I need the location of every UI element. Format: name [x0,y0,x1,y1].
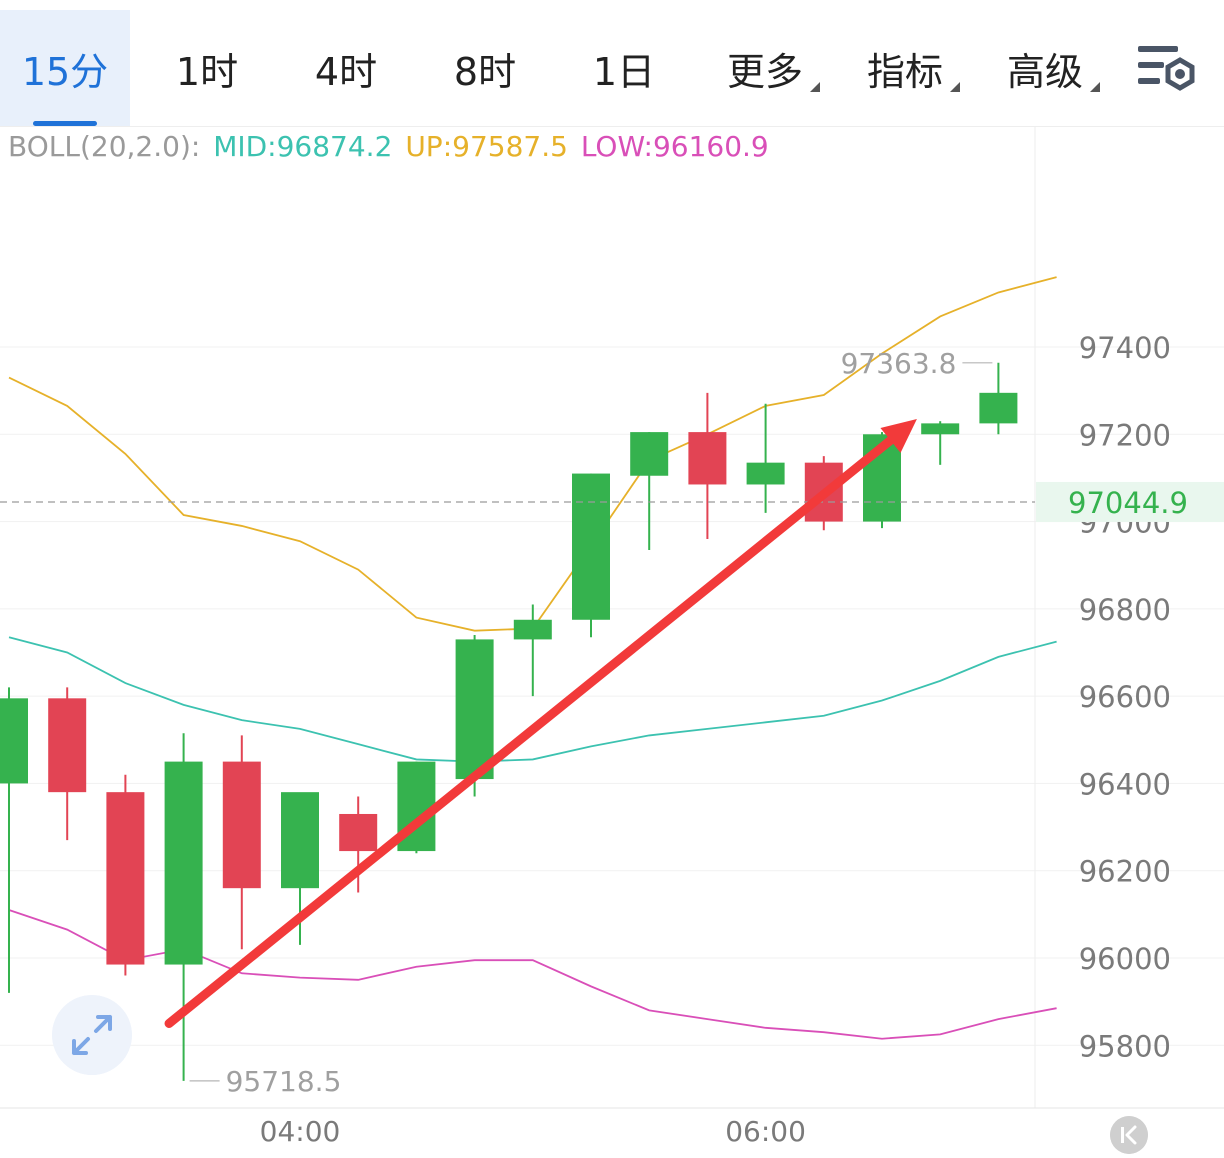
tab-1h[interactable]: 1时 [142,10,272,126]
candle-up[interactable] [746,462,785,485]
y-tick-label: 95800 [1079,1029,1171,1063]
y-tick-label: 97400 [1079,331,1171,365]
candle-down[interactable] [222,761,261,889]
y-tick-label: 97200 [1079,418,1171,452]
candle-up[interactable] [513,619,552,640]
trend-arrow-head [880,419,917,453]
expand-icon[interactable] [52,995,132,1075]
dropdown-caret-icon [810,82,820,92]
y-tick-label: 96600 [1079,680,1171,714]
current-price-badge [1036,481,1224,522]
candle-up[interactable] [455,639,494,780]
max-price-label: 97363.8 [841,347,957,380]
chart-settings-icon[interactable] [1132,36,1200,104]
candle-up[interactable] [921,423,960,435]
boll-indicator-legend: BOLL(20,2.0): MID:96874.2 UP:97587.5 LOW… [8,130,773,163]
candle-up[interactable] [979,392,1018,424]
current-price-label: 97044.9 [1068,486,1188,520]
candle-down[interactable] [688,432,727,485]
candle-down[interactable] [48,698,87,793]
tab-label: 15分 [21,49,109,94]
tab-label: 1时 [175,49,239,94]
tab-4h[interactable]: 4时 [281,10,411,126]
candle-up[interactable] [0,698,28,784]
timeframe-toolbar: 15分 1时 4时 8时 1日 更多 指标 高级 [0,0,1224,127]
tab-more[interactable]: 更多 [700,10,830,126]
boll-up-value: UP:97587.5 [405,130,568,163]
dropdown-caret-icon [950,82,960,92]
scroll-to-latest-icon[interactable] [1110,1116,1148,1154]
trend-arrow-shaft [164,435,895,1028]
y-tick-label: 96400 [1079,767,1171,801]
candle-up[interactable] [630,432,669,476]
min-price-label: 95718.5 [226,1065,342,1098]
tab-15m[interactable]: 15分 [0,10,130,126]
boll-name: BOLL(20,2.0): [8,130,201,163]
active-tab-indicator [33,121,97,126]
tab-label: 1日 [592,49,656,94]
y-tick-label: 96200 [1079,855,1171,889]
dropdown-caret-icon [1090,82,1100,92]
tab-8h[interactable]: 8时 [420,10,550,126]
candle-up[interactable] [281,792,319,889]
candlestick-chart[interactable]: 9740097200970009680096600964009620096000… [0,126,1224,1158]
tab-advanced[interactable]: 高级 [980,10,1110,126]
tab-indicators[interactable]: 指标 [840,10,970,126]
candle-up[interactable] [164,761,203,965]
tab-label: 4时 [314,49,378,94]
boll-mid-line [8,636,1057,763]
boll-mid-value: MID:96874.2 [213,130,393,163]
tab-label: 8时 [453,49,517,94]
tab-label: 更多 [726,49,803,94]
candle-up[interactable] [572,473,610,620]
tab-1d[interactable]: 1日 [559,10,689,126]
boll-low-value: LOW:96160.9 [580,130,769,163]
tab-label: 指标 [866,49,943,94]
x-tick-label: 06:00 [725,1115,806,1148]
y-tick-label: 96800 [1079,593,1171,627]
candle-down[interactable] [106,792,145,965]
y-tick-label: 96000 [1079,942,1171,976]
tab-label: 高级 [1006,49,1083,94]
x-tick-label: 04:00 [260,1115,341,1148]
candle-down[interactable] [339,813,378,852]
